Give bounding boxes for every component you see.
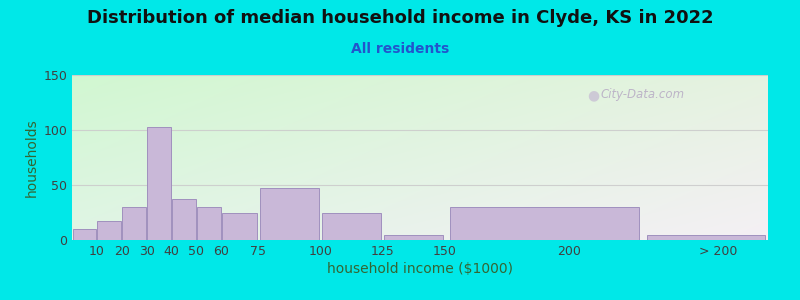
Bar xyxy=(647,235,765,240)
Bar xyxy=(98,221,121,240)
Text: ●: ● xyxy=(587,88,599,102)
Bar xyxy=(322,212,381,240)
Bar xyxy=(260,188,319,240)
Bar xyxy=(172,199,196,240)
Text: Distribution of median household income in Clyde, KS in 2022: Distribution of median household income … xyxy=(86,9,714,27)
Bar xyxy=(122,207,146,240)
Y-axis label: households: households xyxy=(25,118,39,197)
X-axis label: household income ($1000): household income ($1000) xyxy=(327,262,513,276)
Bar xyxy=(222,212,258,240)
Bar xyxy=(450,207,638,240)
Text: City-Data.com: City-Data.com xyxy=(601,88,685,101)
Bar xyxy=(73,229,96,240)
Text: All residents: All residents xyxy=(351,42,449,56)
Bar xyxy=(384,235,443,240)
Bar xyxy=(197,207,221,240)
Bar xyxy=(147,127,171,240)
